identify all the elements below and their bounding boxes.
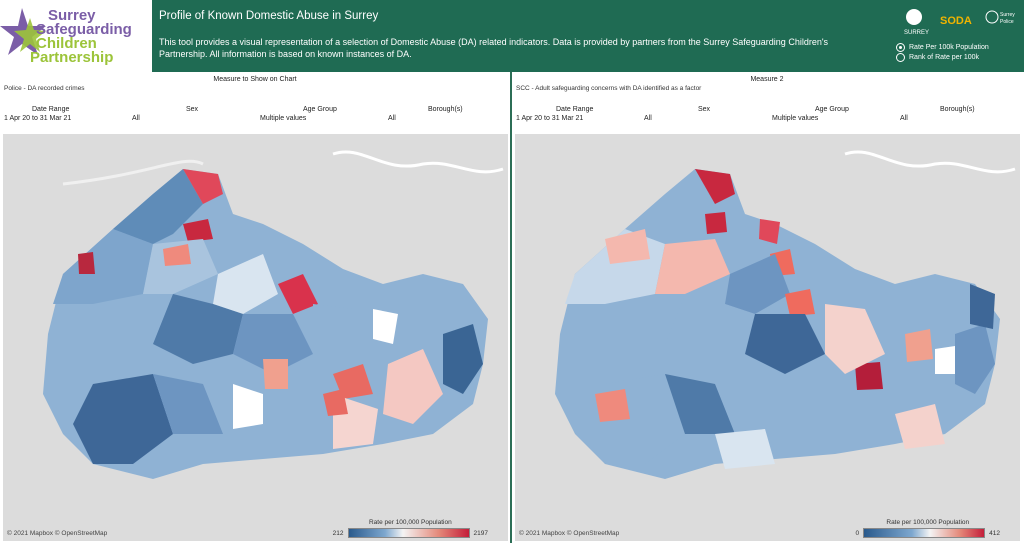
filter-header-borough: Borough(s) bbox=[940, 106, 975, 113]
right-map-panel: Measure 2 SCC - Adult safeguarding conce… bbox=[512, 72, 1022, 543]
map-svg bbox=[43, 150, 504, 479]
river-thames bbox=[844, 150, 1016, 174]
filter-sex-value[interactable]: All bbox=[132, 115, 140, 122]
panel-divider bbox=[510, 72, 512, 543]
legend-gradient bbox=[863, 528, 986, 538]
radio-unselected-icon bbox=[896, 52, 905, 62]
filter-header-sex: Sex bbox=[186, 106, 199, 113]
map-svg bbox=[555, 150, 1016, 479]
map-attribution: © 2021 Mapbox © OpenStreetMap bbox=[519, 530, 620, 537]
legend-title: Rate per 100,000 Population bbox=[368, 519, 452, 526]
svg-text:Surrey: Surrey bbox=[48, 7, 96, 24]
filter-header-sex: Sex bbox=[698, 106, 711, 113]
right-region-shapes bbox=[555, 169, 1000, 479]
filter-sex-value[interactable]: All bbox=[644, 115, 652, 122]
filter-header-borough: Borough(s) bbox=[428, 106, 463, 113]
measure-select[interactable]: Police - DA recorded crimes bbox=[4, 85, 85, 92]
page-description: This tool provides a visual representati… bbox=[159, 37, 829, 59]
left-region-shapes bbox=[43, 169, 488, 479]
radio-selected-icon bbox=[896, 42, 905, 52]
color-legend: Rate per 100,000 Population 212 2197 bbox=[333, 519, 488, 538]
choropleth-map[interactable]: © 2021 Mapbox © OpenStreetMap Rate per 1… bbox=[515, 134, 1020, 541]
sscp-logo: Surrey Safeguarding Children Partnership bbox=[0, 0, 152, 72]
svg-text:SODA: SODA bbox=[940, 15, 972, 27]
measure-select[interactable]: SCC - Adult safeguarding concerns with D… bbox=[516, 85, 702, 92]
filter-header-age: Age Group bbox=[815, 106, 849, 113]
svg-text:SURREY: SURREY bbox=[904, 30, 929, 36]
color-legend: Rate per 100,000 Population 0 412 bbox=[856, 519, 1000, 538]
left-map-panel: Measure to Show on Chart Police - DA rec… bbox=[0, 72, 511, 543]
page-title: Profile of Known Domestic Abuse in Surre… bbox=[159, 10, 379, 22]
police-badge-icon bbox=[985, 10, 999, 24]
filter-borough-value[interactable]: All bbox=[900, 115, 908, 122]
filter-header-date: Date Range bbox=[32, 106, 70, 113]
measure-title: Measure 2 bbox=[750, 76, 784, 83]
legend-gradient bbox=[347, 528, 470, 538]
filter-date-value[interactable]: 1 Apr 20 to 31 Mar 21 bbox=[516, 115, 584, 122]
map-attribution: © 2021 Mapbox © OpenStreetMap bbox=[7, 530, 108, 537]
filter-age-value[interactable]: Multiple values bbox=[772, 115, 819, 122]
legend-min: 0 bbox=[855, 529, 860, 537]
filter-header-age: Age Group bbox=[303, 106, 337, 113]
choropleth-map[interactable]: © 2021 Mapbox © OpenStreetMap Rate per 1… bbox=[3, 134, 508, 541]
surrey-cc-icon bbox=[906, 9, 922, 25]
filter-date-value[interactable]: 1 Apr 20 to 31 Mar 21 bbox=[4, 115, 72, 122]
filter-age-value[interactable]: Multiple values bbox=[260, 115, 307, 122]
svg-text:Children: Children bbox=[36, 35, 97, 52]
svg-text:Police: Police bbox=[1000, 19, 1014, 25]
legend-max: 2197 bbox=[473, 529, 488, 537]
svg-text:Partnership: Partnership bbox=[30, 49, 113, 66]
legend-min: 212 bbox=[332, 529, 344, 537]
header-banner: Profile of Known Domestic Abuse in Surre… bbox=[152, 0, 1024, 72]
river-thames bbox=[332, 150, 504, 174]
legend-title: Rate per 100,000 Population bbox=[886, 519, 970, 526]
radio-rank-of-rate[interactable]: Rank of Rate per 100k bbox=[896, 52, 989, 62]
radio-rate-per-100k[interactable]: Rate Per 100k Population bbox=[896, 42, 989, 52]
legend-max: 412 bbox=[989, 529, 1000, 537]
metric-radio-group[interactable]: Rate Per 100k Population Rank of Rate pe… bbox=[896, 42, 989, 62]
filter-borough-value[interactable]: All bbox=[388, 115, 396, 122]
star-logo-icon bbox=[0, 8, 46, 55]
partner-logos: SURREY SODA Surrey Police bbox=[900, 7, 1020, 36]
svg-text:Safeguarding: Safeguarding bbox=[36, 21, 132, 38]
measure-title: Measure to Show on Chart bbox=[213, 76, 297, 83]
filter-header-date: Date Range bbox=[556, 106, 594, 113]
svg-text:Surrey: Surrey bbox=[1000, 12, 1015, 18]
